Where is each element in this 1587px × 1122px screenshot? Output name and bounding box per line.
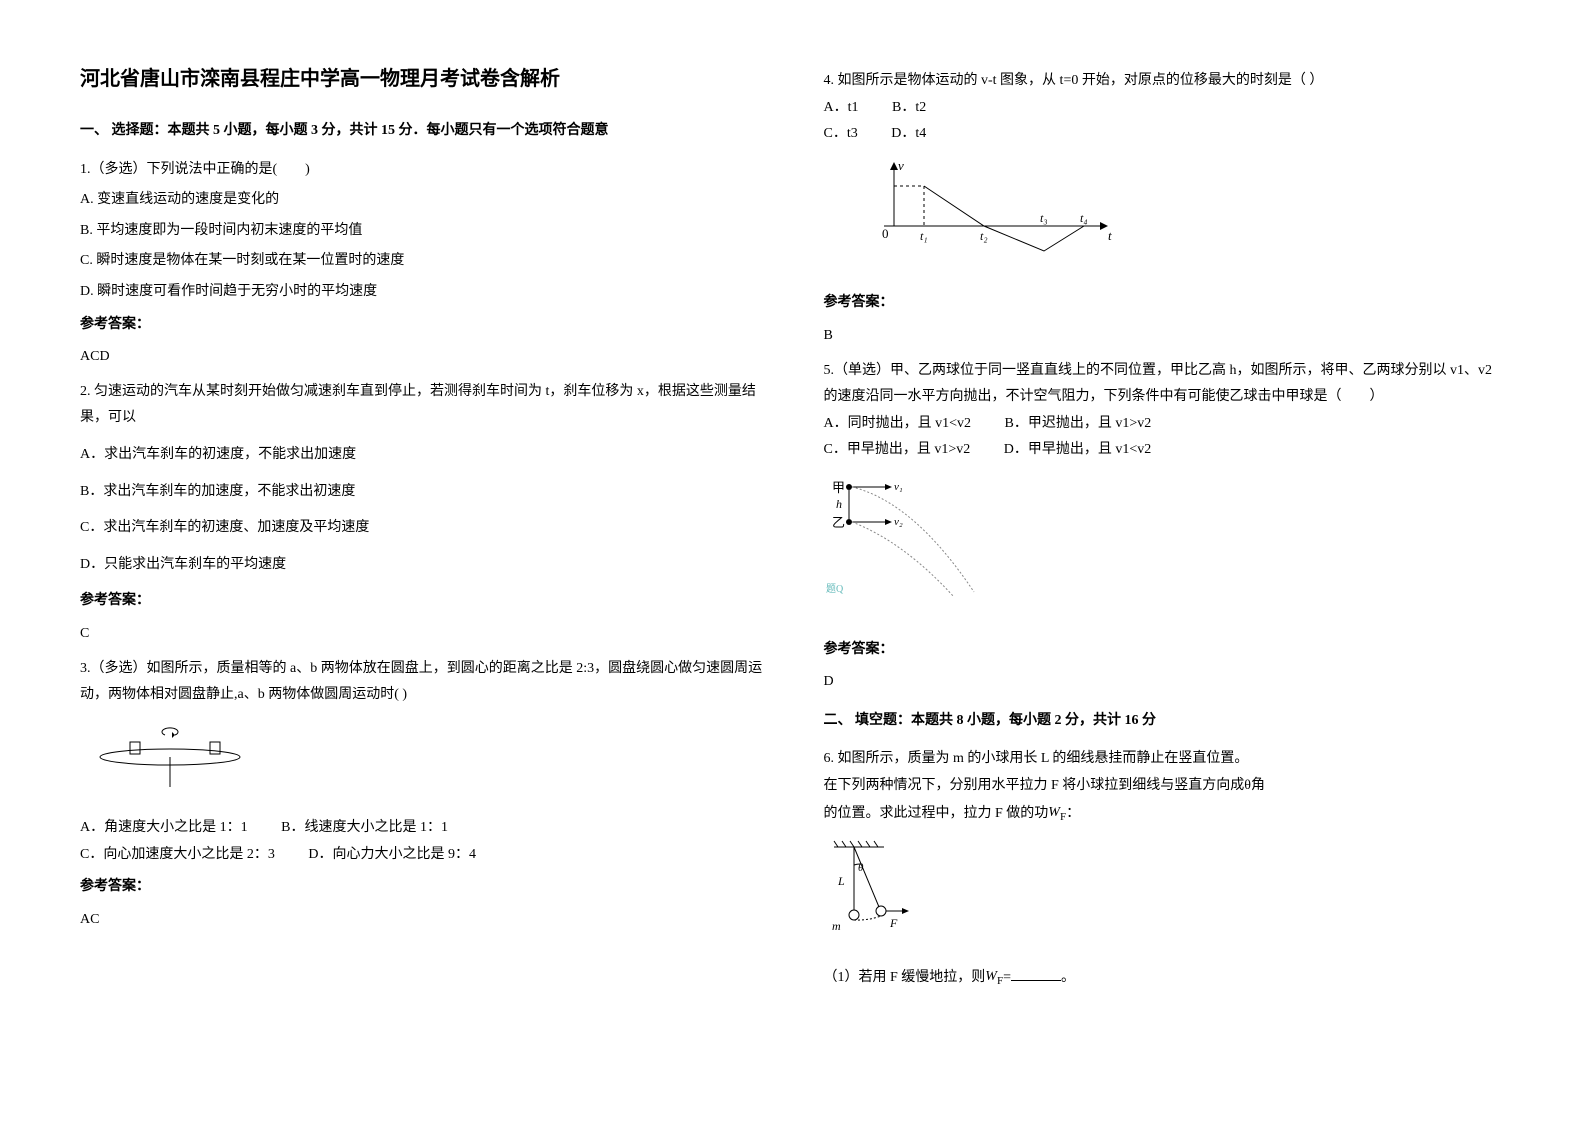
q5-jia: 甲	[832, 480, 845, 495]
q2-answer-label: 参考答案：	[80, 588, 764, 615]
q3-opt-c: C．向心加速度大小之比是 2：3	[80, 842, 275, 869]
q5-watermark: 题Q	[826, 583, 844, 595]
q1-stem: 1.（多选）下列说法中正确的是( )	[80, 157, 764, 184]
q5-yi: 乙	[832, 515, 845, 530]
wf-formula-2: WF	[985, 964, 1003, 992]
q2-opt-d: D．只能求出汽车刹车的平均速度	[80, 552, 764, 579]
q3-diagram	[80, 717, 260, 797]
q6-sub1: （1）若用 F 缓慢地拉，则WF= 。	[824, 964, 1508, 992]
q4-v-label: v	[898, 158, 904, 173]
q5-answer: D	[824, 669, 1508, 696]
q6-sub1c: 。	[1061, 970, 1075, 985]
q5-v1: v₁	[894, 481, 903, 493]
q2-opt-c: C．求出汽车刹车的初速度、加速度及平均速度	[80, 515, 764, 542]
q4-opt-d: D．t4	[891, 121, 926, 148]
q4-t3: t₃	[1040, 211, 1048, 225]
q2-opt-a: A．求出汽车刹车的初速度，不能求出加速度	[80, 442, 764, 469]
q5-stem: 5.（单选）甲、乙两球位于同一竖直直线上的不同位置，甲比乙高 h，如图所示，将甲…	[824, 358, 1508, 411]
q2-answer: C	[80, 621, 764, 648]
question-3: 3.（多选）如图所示，质量相等的 a、b 两物体放在圆盘上，到圆心的距离之比是 …	[80, 656, 764, 934]
q1-answer-label: 参考答案：	[80, 312, 764, 339]
q6-stem1: 6. 如图所示，质量为 m 的小球用长 L 的细线悬挂而静止在竖直位置。	[824, 746, 1508, 773]
q3-opt-b: B．线速度大小之比是 1：1	[281, 815, 448, 842]
question-1: 1.（多选）下列说法中正确的是( ) A. 变速直线运动的速度是变化的 B. 平…	[80, 157, 764, 371]
question-5: 5.（单选）甲、乙两球位于同一竖直直线上的不同位置，甲比乙高 h，如图所示，将甲…	[824, 358, 1508, 696]
q4-answer-label: 参考答案：	[824, 290, 1508, 317]
q6-stem2: 在下列两种情况下，分别用水平拉力 F 将小球拉到细线与竖直方向成θ角	[824, 773, 1508, 800]
q6-sub1b: =	[1003, 970, 1011, 985]
page-title: 河北省唐山市滦南县程庄中学高一物理月考试卷含解析	[80, 60, 764, 98]
q1-opt-c: C. 瞬时速度是物体在某一时刻或在某一位置时的速度	[80, 248, 764, 275]
q6-stem3b: ：	[1066, 806, 1080, 821]
section-2-header: 二、 填空题：本题共 8 小题，每小题 2 分，共计 16 分	[824, 708, 1508, 735]
wf-formula-1: WF	[1048, 800, 1066, 828]
q5-h: h	[836, 497, 842, 511]
q1-opt-b: B. 平均速度即为一段时间内初末速度的平均值	[80, 218, 764, 245]
q3-stem: 3.（多选）如图所示，质量相等的 a、b 两物体放在圆盘上，到圆心的距离之比是 …	[80, 656, 764, 709]
q4-t4: t₄	[1080, 211, 1088, 225]
q3-answer: AC	[80, 907, 764, 934]
q4-opt-a: A．t1	[824, 95, 859, 122]
q4-t-label: t	[1108, 228, 1112, 243]
q6-L: L	[837, 874, 845, 888]
q6-sub1a: （1）若用 F 缓慢地拉，则	[824, 970, 986, 985]
q1-answer: ACD	[80, 344, 764, 371]
q2-stem: 2. 匀速运动的汽车从某时刻开始做匀减速刹车直到停止，若测得刹车时间为 t，刹车…	[80, 379, 764, 432]
q3-opt-a: A．角速度大小之比是 1：1	[80, 815, 248, 842]
wf-w: W	[1048, 805, 1060, 820]
q5-opt-b: B．甲迟抛出，且 v1>v2	[1005, 411, 1152, 438]
q6-m: m	[832, 919, 841, 933]
q4-t2: t₂	[980, 229, 988, 243]
q4-opt-c: C．t3	[824, 121, 858, 148]
question-6: 6. 如图所示，质量为 m 的小球用长 L 的细线悬挂而静止在竖直位置。 在下列…	[824, 746, 1508, 991]
q4-origin: 0	[882, 226, 889, 241]
q6-stem3: 的位置。求此过程中，拉力 F 做的功WF：	[824, 800, 1508, 828]
q4-diagram: v t 0 t₁ t₂ t₃ t₄	[864, 156, 1124, 266]
q6-blank	[1011, 967, 1061, 981]
q6-diagram: θ L m F	[824, 835, 914, 945]
q4-opt-b: B．t2	[892, 95, 926, 122]
q5-answer-label: 参考答案：	[824, 637, 1508, 664]
q2-opt-b: B．求出汽车刹车的加速度，不能求出初速度	[80, 479, 764, 506]
q1-opt-d: D. 瞬时速度可看作时间趋于无穷小时的平均速度	[80, 279, 764, 306]
q5-v2: v₂	[894, 516, 903, 528]
q5-opt-a: A．同时抛出，且 v1<v2	[824, 411, 972, 438]
wf-w2: W	[985, 969, 997, 984]
question-4: 4. 如图所示是物体运动的 v-t 图象，从 t=0 开始，对原点的位移最大的时…	[824, 68, 1508, 350]
q5-diagram: 甲 v₁ 乙 v₂ h 题Q	[824, 472, 1004, 612]
q4-stem: 4. 如图所示是物体运动的 v-t 图象，从 t=0 开始，对原点的位移最大的时…	[824, 68, 1508, 95]
q6-theta: θ	[858, 862, 864, 874]
q6-stem3a: 的位置。求此过程中，拉力 F 做的功	[824, 806, 1049, 821]
q5-opt-c: C．甲早抛出，且 v1>v2	[824, 437, 971, 464]
q1-opt-a: A. 变速直线运动的速度是变化的	[80, 187, 764, 214]
q5-opt-d: D．甲早抛出，且 v1<v2	[1004, 437, 1152, 464]
q6-F: F	[889, 916, 898, 930]
q4-answer: B	[824, 323, 1508, 350]
q3-answer-label: 参考答案：	[80, 874, 764, 901]
q4-t1: t₁	[920, 229, 928, 243]
section-1-header: 一、 选择题：本题共 5 小题，每小题 3 分，共计 15 分．每小题只有一个选…	[80, 118, 764, 145]
q3-opt-d: D．向心力大小之比是 9：4	[308, 842, 476, 869]
question-2: 2. 匀速运动的汽车从某时刻开始做匀减速刹车直到停止，若测得刹车时间为 t，刹车…	[80, 379, 764, 648]
